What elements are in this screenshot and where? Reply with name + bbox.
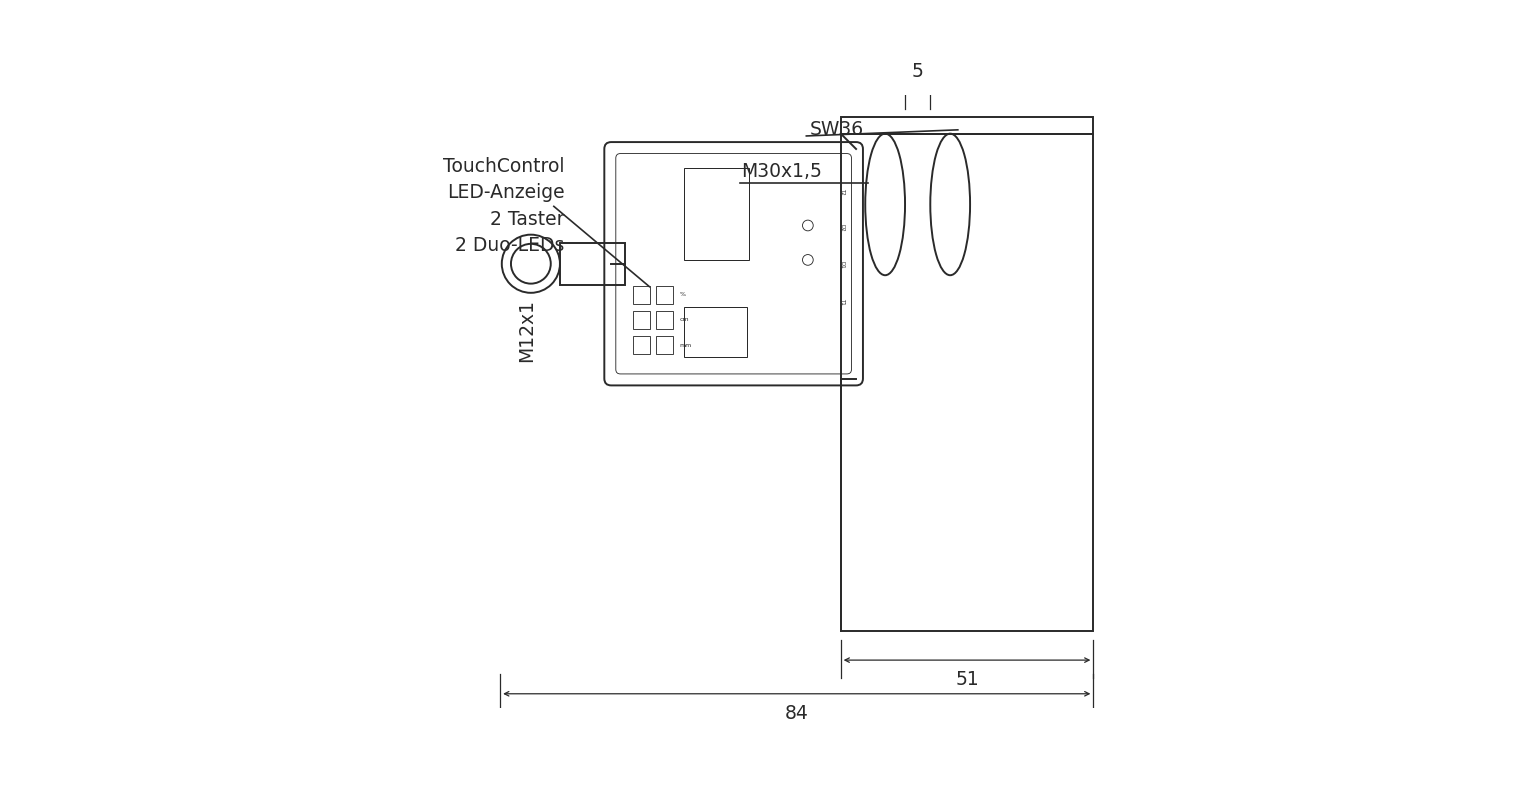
Text: TouchControl
LED-Anzeige
  2 Taster
2 Duo-LEDs: TouchControl LED-Anzeige 2 Taster 2 Duo-… bbox=[444, 157, 565, 255]
Text: 84: 84 bbox=[785, 704, 808, 723]
Text: D2: D2 bbox=[840, 224, 845, 231]
Bar bbox=[684, 168, 750, 260]
Text: cm: cm bbox=[679, 317, 690, 323]
Text: 5: 5 bbox=[912, 62, 923, 81]
Text: SW36: SW36 bbox=[809, 120, 865, 139]
Text: 51: 51 bbox=[955, 670, 978, 689]
Bar bbox=[840, 134, 1094, 631]
Bar bbox=[633, 286, 650, 304]
Bar bbox=[656, 286, 673, 304]
Bar bbox=[656, 336, 673, 354]
Text: M12x1: M12x1 bbox=[518, 299, 536, 362]
Bar bbox=[633, 336, 650, 354]
Text: D1: D1 bbox=[840, 261, 845, 269]
Bar bbox=[633, 311, 650, 329]
Text: %: % bbox=[679, 293, 685, 297]
Text: mm: mm bbox=[679, 343, 691, 347]
Text: M30x1,5: M30x1,5 bbox=[742, 162, 822, 181]
Bar bbox=[561, 242, 625, 285]
Text: T2: T2 bbox=[840, 188, 845, 195]
Bar bbox=[684, 308, 746, 357]
Bar bbox=[840, 117, 1094, 134]
Bar bbox=[656, 311, 673, 329]
Text: T1: T1 bbox=[840, 298, 845, 304]
